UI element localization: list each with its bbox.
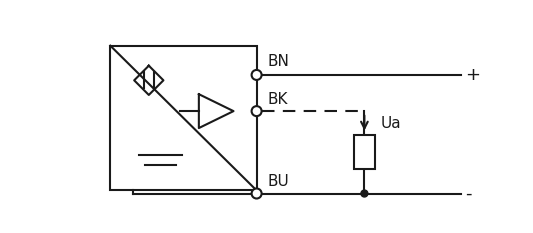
Circle shape (252, 106, 262, 116)
Text: -: - (465, 185, 472, 202)
Text: +: + (465, 66, 480, 84)
Circle shape (361, 190, 368, 197)
Text: Ua: Ua (381, 116, 401, 130)
Bar (353, 135, 375, 169)
Text: BU: BU (268, 174, 289, 189)
Circle shape (252, 188, 262, 199)
Bar (110, 46, 256, 190)
Text: BN: BN (268, 54, 289, 69)
Circle shape (252, 70, 262, 80)
Text: BK: BK (268, 92, 288, 106)
